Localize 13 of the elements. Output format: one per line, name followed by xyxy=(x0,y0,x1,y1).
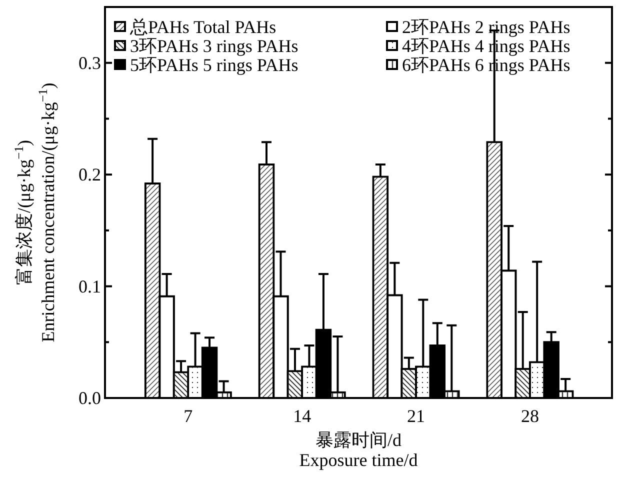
x-tick-label: 7 xyxy=(184,406,193,426)
legend-label: 2环PAHs 2 rings PAHs xyxy=(402,17,570,37)
x-tick-label: 28 xyxy=(520,406,539,426)
legend-label: 总PAHs Total PAHs xyxy=(129,17,276,37)
x-axis-title: 暴露时间/d Exposure time/d xyxy=(299,430,418,470)
y-tick-label: 0.0 xyxy=(78,388,101,408)
legend-label: 3环PAHs 3 rings PAHs xyxy=(130,36,298,56)
y-tick-label: 0.2 xyxy=(78,164,101,185)
legend-label: 5环PAHs 5 rings PAHs xyxy=(130,55,298,75)
x-tick-label: 21 xyxy=(407,406,426,426)
y-tick-label: 0.3 xyxy=(78,52,101,73)
x-tick-label: 14 xyxy=(293,406,312,426)
y-tick-label: 0.1 xyxy=(78,276,101,296)
